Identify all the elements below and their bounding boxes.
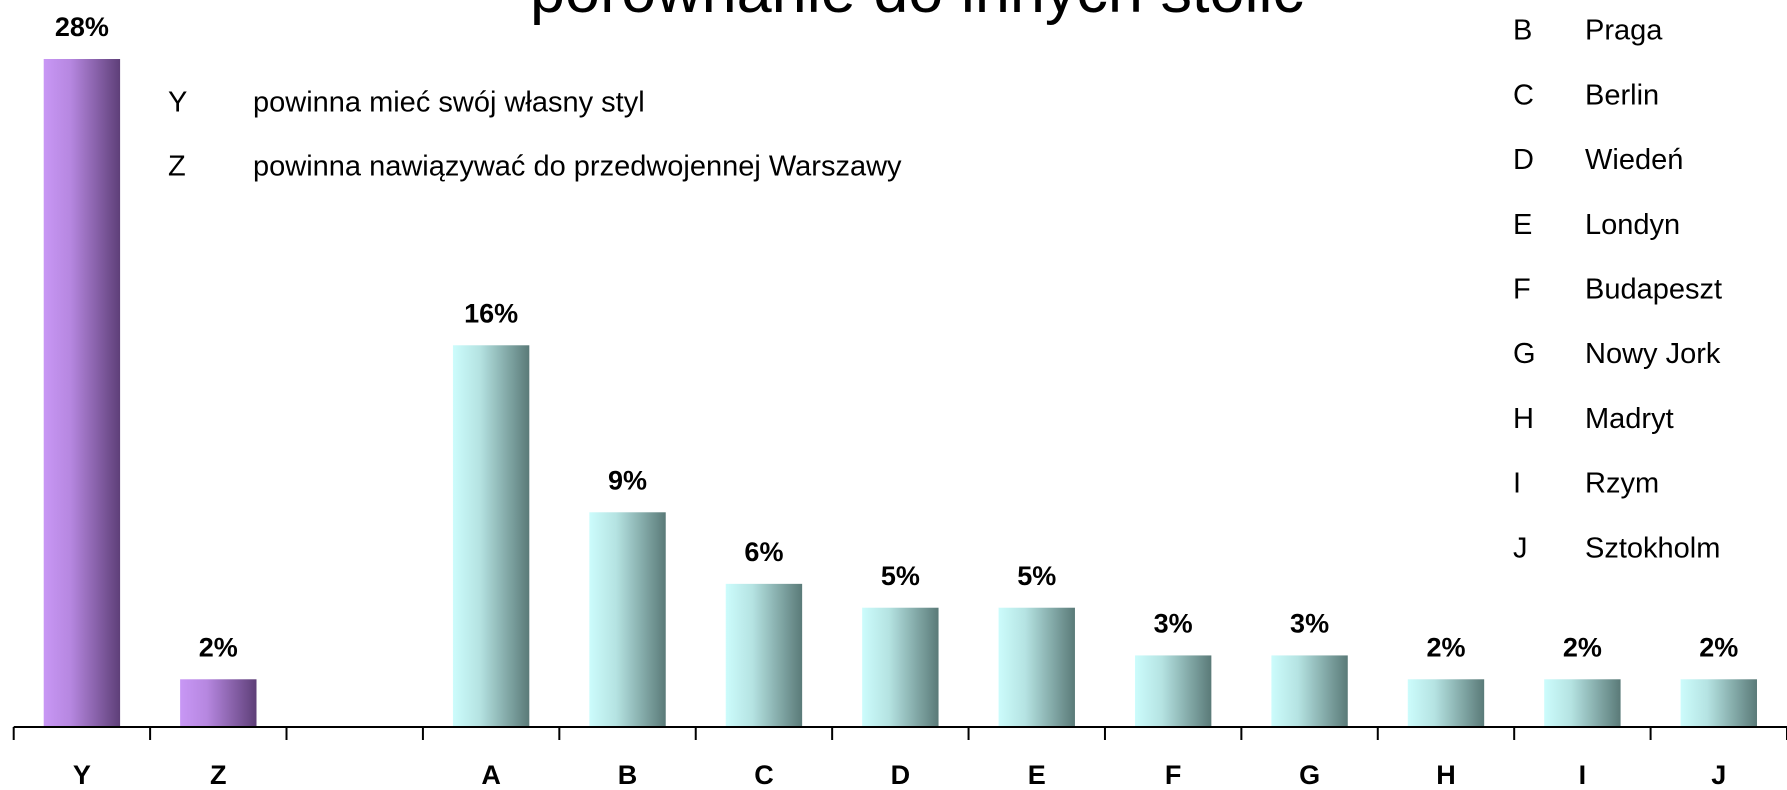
bar bbox=[1407, 679, 1485, 727]
x-tick-label: B bbox=[618, 760, 638, 790]
bar bbox=[1544, 679, 1621, 727]
data-label: 2% bbox=[199, 632, 238, 662]
data-label: 2% bbox=[1699, 632, 1738, 662]
legend-key: D bbox=[1513, 144, 1534, 176]
bar bbox=[862, 607, 939, 727]
x-tick-label: Z bbox=[210, 760, 227, 790]
data-label: 5% bbox=[881, 561, 920, 591]
x-tick-label: F bbox=[1165, 760, 1182, 790]
legend-key: H bbox=[1513, 403, 1534, 435]
x-tick-label: G bbox=[1299, 760, 1320, 790]
legend-key: I bbox=[1513, 468, 1521, 500]
legend-label: Budapeszt bbox=[1585, 273, 1722, 305]
bar bbox=[1134, 655, 1212, 727]
chart-title: porównanie do innych stolic bbox=[530, 0, 1304, 26]
legend-label: Nowy Jork bbox=[1585, 338, 1721, 370]
data-label: 28% bbox=[55, 12, 109, 42]
legend-label: Wiedeń bbox=[1585, 144, 1683, 176]
bar bbox=[1271, 655, 1348, 727]
legend-label: Sztokholm bbox=[1585, 532, 1720, 564]
legend-key: Y bbox=[168, 87, 187, 119]
bar bbox=[725, 583, 803, 727]
bar bbox=[998, 607, 1075, 727]
x-tick-label: Y bbox=[73, 760, 91, 790]
x-tick-label: D bbox=[891, 760, 911, 790]
data-label: 2% bbox=[1563, 632, 1602, 662]
data-label: 9% bbox=[608, 465, 647, 495]
legend-label: Praga bbox=[1585, 15, 1663, 47]
data-label: 3% bbox=[1154, 609, 1193, 639]
legend-key: E bbox=[1513, 209, 1532, 241]
legend-label: Berlin bbox=[1585, 79, 1659, 111]
x-tick-label: I bbox=[1579, 760, 1587, 790]
legend-key: C bbox=[1513, 79, 1534, 111]
bar bbox=[180, 679, 257, 727]
data-label: 16% bbox=[464, 298, 518, 328]
x-tick-label: C bbox=[754, 760, 774, 790]
data-label: 5% bbox=[1017, 561, 1056, 591]
bar bbox=[1680, 679, 1757, 727]
legend-label: Rzym bbox=[1585, 468, 1659, 500]
x-tick-label: E bbox=[1028, 760, 1046, 790]
legend-label: Londyn bbox=[1585, 209, 1680, 241]
x-tick-label: H bbox=[1436, 760, 1456, 790]
x-tick-label: A bbox=[481, 760, 501, 790]
legend-key: G bbox=[1513, 338, 1536, 370]
data-label: 3% bbox=[1290, 609, 1329, 639]
legend-key: Z bbox=[168, 151, 186, 183]
legend-label: Madryt bbox=[1585, 403, 1674, 435]
data-label: 6% bbox=[744, 537, 783, 567]
legend-key: F bbox=[1513, 273, 1531, 305]
bar bbox=[452, 345, 530, 727]
legend-label: powinna mieć swój własny styl bbox=[253, 87, 645, 119]
legend-key: J bbox=[1513, 532, 1528, 564]
legend-key: B bbox=[1513, 15, 1532, 47]
bar bbox=[43, 59, 121, 727]
x-tick-label: J bbox=[1711, 760, 1726, 790]
data-label: 2% bbox=[1426, 632, 1465, 662]
legend-label: powinna nawiązywać do przedwojennej Wars… bbox=[253, 151, 902, 183]
bar bbox=[589, 512, 666, 727]
